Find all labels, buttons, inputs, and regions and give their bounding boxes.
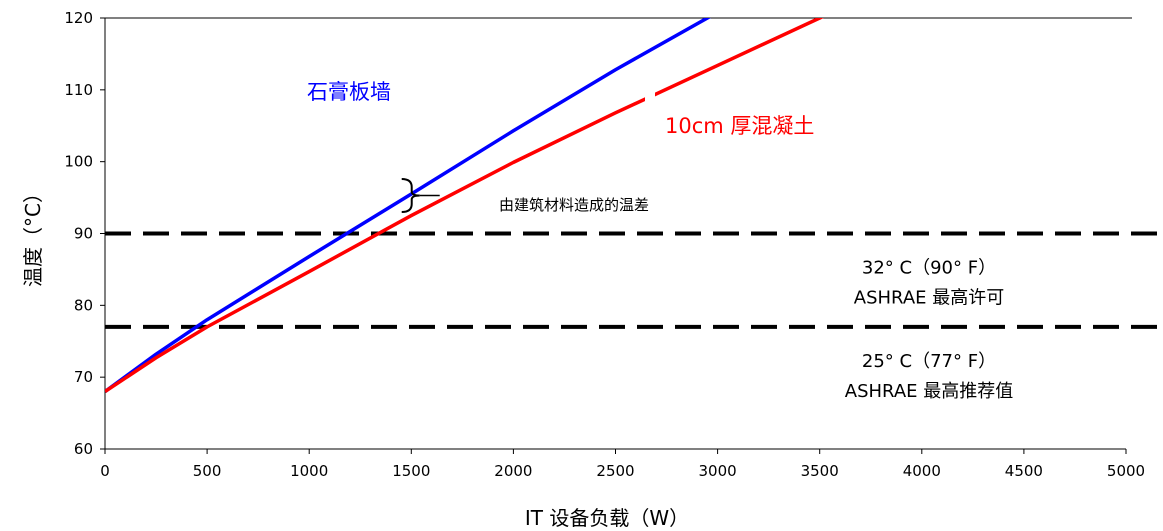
x-tick-label: 0 — [100, 462, 110, 480]
x-tick-label: 3000 — [699, 462, 737, 480]
y-tick-label: 100 — [64, 153, 93, 171]
x-tick-label: 4000 — [903, 462, 941, 480]
x-tick-label: 500 — [193, 462, 222, 480]
x-tick-label: 1500 — [392, 462, 430, 480]
x-tick-label: 5000 — [1107, 462, 1145, 480]
ref-label-temp: 32° C（90° F） — [862, 258, 996, 279]
y-tick-label: 60 — [74, 440, 93, 458]
y-axis-title: 温度（°C） — [21, 183, 45, 287]
ref-label-standard: ASHRAE 最高许可 — [854, 288, 1004, 309]
series-label-gypsum: 石膏板墙 — [307, 80, 391, 104]
ref-label-standard: ASHRAE 最高推荐值 — [845, 381, 1013, 402]
x-ticks: 0 500 1000 1500 2000 2500 3000 3500 4000 4500 5000 — [100, 449, 1145, 480]
label-gap-mask — [645, 92, 655, 102]
x-tick-label: 2500 — [596, 462, 634, 480]
x-tick-label: 2000 — [494, 462, 532, 480]
y-ticks: 60 70 80 90 100 110 120 — [64, 9, 105, 458]
x-tick-label: 4500 — [1005, 462, 1043, 480]
series-line-1 — [105, 18, 824, 393]
y-tick-label: 120 — [64, 9, 93, 27]
series-label-concrete: 10cm 厚混凝土 — [665, 114, 814, 138]
series-lines — [105, 18, 824, 393]
ref-label-temp: 25° C（77° F） — [862, 351, 996, 372]
x-tick-label: 1000 — [290, 462, 328, 480]
reference-lines: 32° C（90° F） ASHRAE 最高许可 25° C（77° F） ASHRA… — [105, 231, 1160, 402]
y-tick-label: 110 — [64, 81, 93, 99]
difference-label: 由建筑材料造成的温差 — [499, 196, 649, 214]
x-axis-title: IT 设备负载（W） — [525, 506, 689, 530]
y-tick-label: 90 — [74, 225, 93, 243]
series-line-0 — [105, 18, 711, 393]
x-tick-label: 3500 — [801, 462, 839, 480]
y-tick-label: 80 — [74, 296, 93, 314]
y-tick-label: 70 — [74, 368, 93, 386]
